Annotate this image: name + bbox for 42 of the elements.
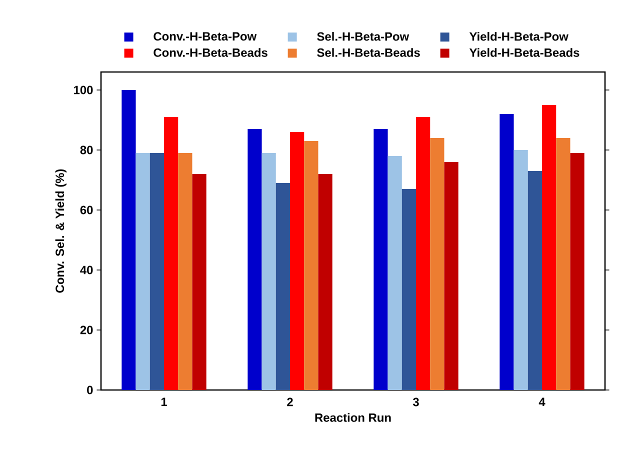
bar (178, 152, 192, 390)
bar (122, 90, 136, 390)
legend-label: Conv.-H-Beta-Beads (154, 48, 268, 57)
y-tick-label: 80 (80, 146, 93, 154)
bar (318, 174, 332, 390)
x-axis-title: Reaction Run (315, 413, 391, 422)
bar (290, 132, 304, 390)
bar (402, 188, 416, 390)
y-tick-label: 0 (87, 386, 93, 394)
legend-label: Conv.-H-Beta-Pow (154, 32, 257, 41)
bar (150, 152, 164, 390)
legend-label: Yield-H-Beta-Pow (469, 32, 568, 41)
bar (374, 128, 388, 390)
bar (276, 182, 290, 390)
bar (136, 152, 150, 390)
bar (514, 150, 528, 390)
legend-label: Sel.-H-Beta-Pow (317, 32, 410, 41)
x-tick-label: 1 (161, 398, 167, 406)
bar (262, 152, 276, 390)
legend-label: Sel.-H-Beta-Beads (317, 48, 420, 57)
x-tick-label: 2 (287, 398, 293, 406)
bar (500, 114, 514, 390)
y-tick-label: 20 (80, 326, 93, 334)
bar (388, 156, 402, 390)
bar (164, 116, 178, 390)
bar (248, 128, 262, 390)
bar (528, 170, 542, 390)
y-tick-label: 100 (74, 86, 93, 94)
bar (416, 116, 430, 390)
bar (430, 138, 444, 390)
y-tick-label: 40 (80, 266, 93, 274)
legend-label: Yield-H-Beta-Beads (469, 48, 580, 57)
y-axis-title: Conv. Sel. & Yield (%) (55, 169, 66, 293)
bar (304, 140, 318, 390)
bar (444, 162, 458, 390)
y-tick-label: 60 (80, 206, 93, 214)
x-tick-label: 3 (412, 398, 419, 406)
bar (556, 138, 570, 390)
bar (192, 174, 206, 390)
bar (570, 152, 584, 390)
bar (542, 104, 556, 390)
x-tick-label: 4 (538, 398, 546, 406)
